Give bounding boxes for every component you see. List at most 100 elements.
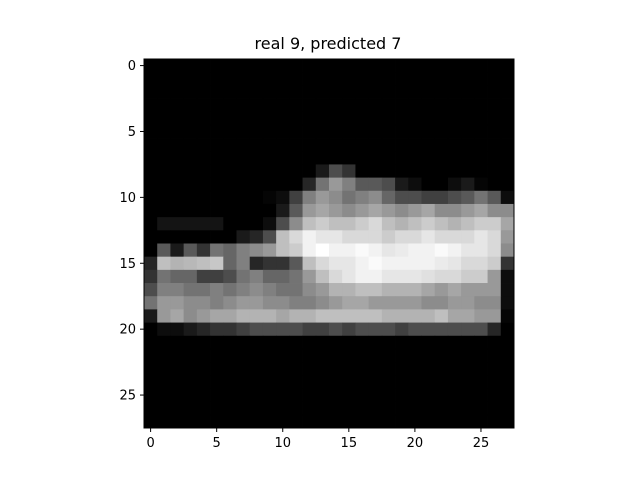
heatmap-cell [144, 217, 158, 231]
heatmap-cell [421, 177, 436, 192]
heatmap-cell [421, 414, 436, 429]
heatmap-cell [447, 59, 462, 73]
heatmap-cell [447, 203, 462, 218]
heatmap-cell [447, 283, 462, 297]
heatmap-cell [487, 256, 502, 271]
heatmap-cell [236, 59, 251, 73]
heatmap-cell [262, 111, 277, 126]
heatmap-cell [447, 256, 462, 271]
heatmap-cell [487, 190, 502, 205]
heatmap-cell [196, 375, 211, 389]
heatmap-cell [157, 230, 171, 244]
heatmap-cell [223, 190, 237, 205]
heatmap-cell [395, 348, 409, 363]
heatmap-cell [157, 388, 171, 403]
heatmap-cell [183, 269, 198, 284]
heatmap-cell [236, 322, 251, 337]
heatmap-cell [210, 138, 224, 152]
heatmap-cell [368, 322, 383, 337]
heatmap-cell [302, 138, 317, 152]
heatmap-cell [236, 375, 251, 389]
heatmap-cell [249, 256, 264, 271]
heatmap-cell [434, 375, 449, 389]
heatmap-cell [395, 190, 409, 205]
heatmap-cell [223, 401, 237, 416]
heatmap-cell [302, 322, 317, 337]
heatmap-cell [262, 362, 277, 376]
heatmap-cell [236, 243, 251, 258]
heatmap-cell [329, 243, 343, 258]
heatmap-cell [474, 138, 488, 152]
heatmap-cell [434, 85, 449, 99]
heatmap-cell [262, 256, 277, 271]
heatmap-cell [196, 59, 211, 73]
heatmap-cell [342, 164, 356, 179]
heatmap-cell [276, 124, 290, 139]
heatmap-cell [236, 72, 251, 86]
heatmap-cell [329, 151, 343, 165]
heatmap-cell [461, 164, 475, 179]
heatmap-cell [355, 401, 370, 416]
heatmap-cell [144, 124, 158, 139]
heatmap-cell [381, 164, 396, 179]
heatmap-cell [183, 375, 198, 389]
heatmap-cell [329, 111, 343, 126]
heatmap-cell [262, 401, 277, 416]
heatmap-cell [249, 362, 264, 376]
heatmap-cell [461, 85, 475, 99]
heatmap-cell [262, 72, 277, 86]
y-tick-label: 25 [119, 389, 136, 404]
heatmap-cell [249, 190, 264, 205]
heatmap-cell [249, 243, 264, 258]
heatmap-cell [487, 59, 502, 73]
heatmap-cell [144, 138, 158, 152]
heatmap-cell [157, 256, 171, 271]
heatmap-cell [355, 243, 370, 258]
heatmap-cell [157, 362, 171, 376]
heatmap-cell [144, 283, 158, 297]
heatmap-cell [461, 151, 475, 165]
x-tick-label: 10 [274, 436, 291, 451]
heatmap-cell [144, 164, 158, 179]
heatmap-cell [487, 348, 502, 363]
heatmap-cell [487, 177, 502, 192]
heatmap-cell [408, 322, 422, 337]
heatmap-cell [421, 362, 436, 376]
heatmap-cell [276, 217, 290, 231]
heatmap-cell [262, 217, 277, 231]
heatmap-cell [381, 401, 396, 416]
heatmap-cell [487, 388, 502, 403]
heatmap-cell [144, 348, 158, 363]
heatmap-cell [262, 388, 277, 403]
heatmap-cell [276, 190, 290, 205]
heatmap-cell [302, 269, 317, 284]
heatmap-cell [276, 177, 290, 192]
heatmap-cell [210, 362, 224, 376]
heatmap-cell [210, 375, 224, 389]
heatmap-cell [500, 124, 515, 139]
heatmap-cell [447, 322, 462, 337]
heatmap-cell [381, 335, 396, 350]
heatmap-cell [276, 322, 290, 337]
heatmap-cell [368, 243, 383, 258]
heatmap-cell [223, 164, 237, 179]
heatmap-cell [262, 85, 277, 99]
heatmap-cell [381, 348, 396, 363]
heatmap-cell [236, 283, 251, 297]
heatmap-cell [329, 401, 343, 416]
heatmap-cell [381, 388, 396, 403]
heatmap-cell [474, 388, 488, 403]
heatmap-cell [289, 151, 303, 165]
heatmap-cell [236, 388, 251, 403]
heatmap-cell [447, 230, 462, 244]
heatmap-cell [157, 203, 171, 218]
heatmap-cell [289, 230, 303, 244]
heatmap-cell [381, 111, 396, 126]
heatmap-cell [183, 243, 198, 258]
heatmap-cell [170, 151, 185, 165]
heatmap-cell [223, 124, 237, 139]
heatmap-cell [500, 243, 515, 258]
heatmap-cell [408, 164, 422, 179]
heatmap-cell [421, 164, 436, 179]
heatmap-cell [342, 322, 356, 337]
